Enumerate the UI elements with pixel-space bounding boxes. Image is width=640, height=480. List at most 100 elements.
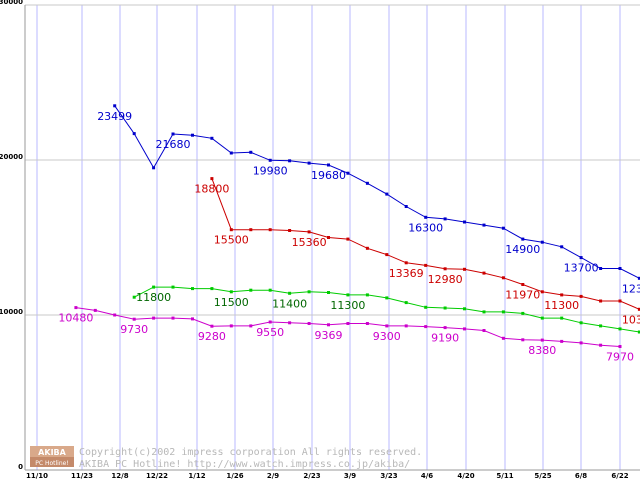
magenta-data-point xyxy=(579,341,583,345)
akiba-logo: AKIBA PC Hotline! xyxy=(30,446,74,467)
magenta-data-label: 9280 xyxy=(198,330,226,343)
magenta-data-point xyxy=(424,325,428,329)
green-data-point xyxy=(443,306,447,310)
logo-bottom-box xyxy=(30,457,74,467)
red-data-label: 12980 xyxy=(428,273,463,286)
green-data-point xyxy=(540,316,544,320)
magenta-data-point xyxy=(404,324,408,328)
blue-data-point xyxy=(385,192,389,196)
x-tick-label: 4/20 xyxy=(457,472,474,480)
blue-data-point xyxy=(618,267,622,270)
magenta-data-point xyxy=(132,317,136,321)
blue-data-point xyxy=(540,240,544,244)
green-data-point xyxy=(501,310,505,314)
magenta-data-label: 8380 xyxy=(528,344,556,357)
magenta-data-point xyxy=(93,308,97,312)
blue-data-label: 19980 xyxy=(253,164,288,177)
copyright-line: Copyright(c)2002 impress corporation All… xyxy=(79,447,422,458)
blue-data-label: 14900 xyxy=(505,243,540,256)
red-data-point xyxy=(404,261,408,265)
logo-top-text: AKIBA xyxy=(38,448,66,457)
blue-data-point xyxy=(599,267,603,270)
red-data-point xyxy=(385,253,389,257)
red-data-point xyxy=(618,299,622,303)
green-data-point xyxy=(210,287,214,291)
red-data-point xyxy=(540,290,544,294)
green-data-point xyxy=(152,285,156,289)
x-tick-label: 6/22 xyxy=(611,472,628,480)
blue-data-label: 19680 xyxy=(311,169,346,182)
red-data-point xyxy=(424,263,428,267)
blue-data-point xyxy=(288,159,292,163)
blue-data-point xyxy=(113,104,117,108)
red-data-point xyxy=(229,228,233,232)
red-data-point xyxy=(579,294,583,298)
red-data-label: 18800 xyxy=(194,183,229,196)
x-tick-label: 3/23 xyxy=(380,472,397,480)
green-data-point xyxy=(249,288,253,292)
data-labels: 23499 21680 19980 19680 16300 14900 13700 12370… xyxy=(58,110,640,364)
red-data-point xyxy=(501,276,505,280)
red-data-point xyxy=(365,246,369,250)
magenta-data-point xyxy=(191,317,194,321)
red-data-label: 15360 xyxy=(292,236,327,249)
green-data-point xyxy=(288,291,292,295)
red-data-point xyxy=(521,283,525,286)
green-data-label: 11500 xyxy=(214,296,249,309)
magenta-data-point xyxy=(210,324,214,328)
red-data-point xyxy=(307,230,311,234)
green-data-point xyxy=(229,290,233,294)
x-tick-label: 1/12 xyxy=(188,472,205,480)
red-data-label: 10370 xyxy=(622,313,640,326)
magenta-data-point xyxy=(327,323,330,327)
magenta-data-point xyxy=(463,327,466,331)
blue-data-point xyxy=(463,220,466,224)
magenta-data-label: 10480 xyxy=(58,312,93,325)
red-data-label: 13369 xyxy=(389,267,424,280)
magenta-data-point xyxy=(560,339,564,343)
magenta-data-point xyxy=(307,322,311,325)
blue-data-point xyxy=(171,132,175,136)
blue-data-point xyxy=(229,151,233,155)
green-data-label: 11800 xyxy=(136,291,171,304)
blue-data-point xyxy=(152,166,156,170)
x-tick-label: 1/26 xyxy=(226,472,243,480)
blue-data-point xyxy=(482,223,486,227)
red-data-point xyxy=(288,229,292,232)
blue-data-point xyxy=(327,163,330,167)
blue-data-point xyxy=(132,132,136,136)
grid-lines xyxy=(24,4,640,471)
magenta-data-point xyxy=(249,324,253,328)
magenta-data-point xyxy=(482,329,486,332)
magenta-data-point xyxy=(443,326,447,330)
y-tick-label: 0 xyxy=(18,463,23,471)
red-data-point xyxy=(346,237,350,241)
red-data-label: 15500 xyxy=(214,234,249,247)
magenta-data-point xyxy=(599,343,603,347)
green-data-point xyxy=(327,291,330,294)
green-data-point xyxy=(599,324,603,328)
x-tick-label: 4/6 xyxy=(421,472,433,480)
magenta-data-point xyxy=(385,324,389,328)
blue-data-point xyxy=(307,161,311,165)
green-data-point xyxy=(171,285,175,289)
green-data-point xyxy=(637,330,640,334)
magenta-data-point xyxy=(501,336,505,340)
green-data-point xyxy=(404,301,408,305)
blue-data-point xyxy=(579,256,583,260)
red-data-point xyxy=(327,236,330,239)
x-tick-label: 5/25 xyxy=(534,472,551,480)
green-data-point xyxy=(521,311,525,315)
magenta-data-point xyxy=(113,313,117,317)
x-tick-label: 6/8 xyxy=(575,472,587,480)
blue-data-point xyxy=(424,215,428,219)
x-axis-ticks: 11/10 11/23 12/8 12/22 1/12 1/26 2/9 2/23 3/9 3/2… xyxy=(26,472,629,480)
magenta-data-point xyxy=(365,322,369,325)
red-data-point xyxy=(268,228,272,232)
green-data-point xyxy=(385,296,389,300)
red-data-point xyxy=(249,228,253,232)
blue-series-line xyxy=(114,105,640,279)
magenta-data-label: 9300 xyxy=(373,330,401,343)
blue-data-label: 12370 xyxy=(622,282,640,295)
blue-data-point xyxy=(404,205,408,208)
